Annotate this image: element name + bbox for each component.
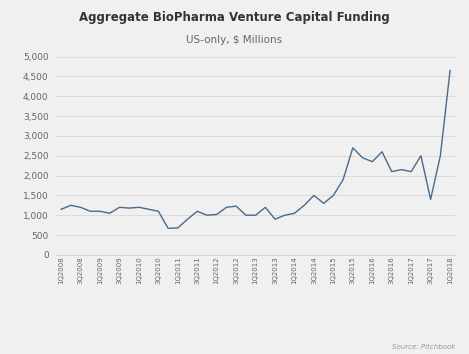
Text: US-only, $ Millions: US-only, $ Millions — [187, 35, 282, 45]
Text: Source: Pitchbook: Source: Pitchbook — [392, 344, 455, 350]
Text: Aggregate BioPharma Venture Capital Funding: Aggregate BioPharma Venture Capital Fund… — [79, 11, 390, 24]
